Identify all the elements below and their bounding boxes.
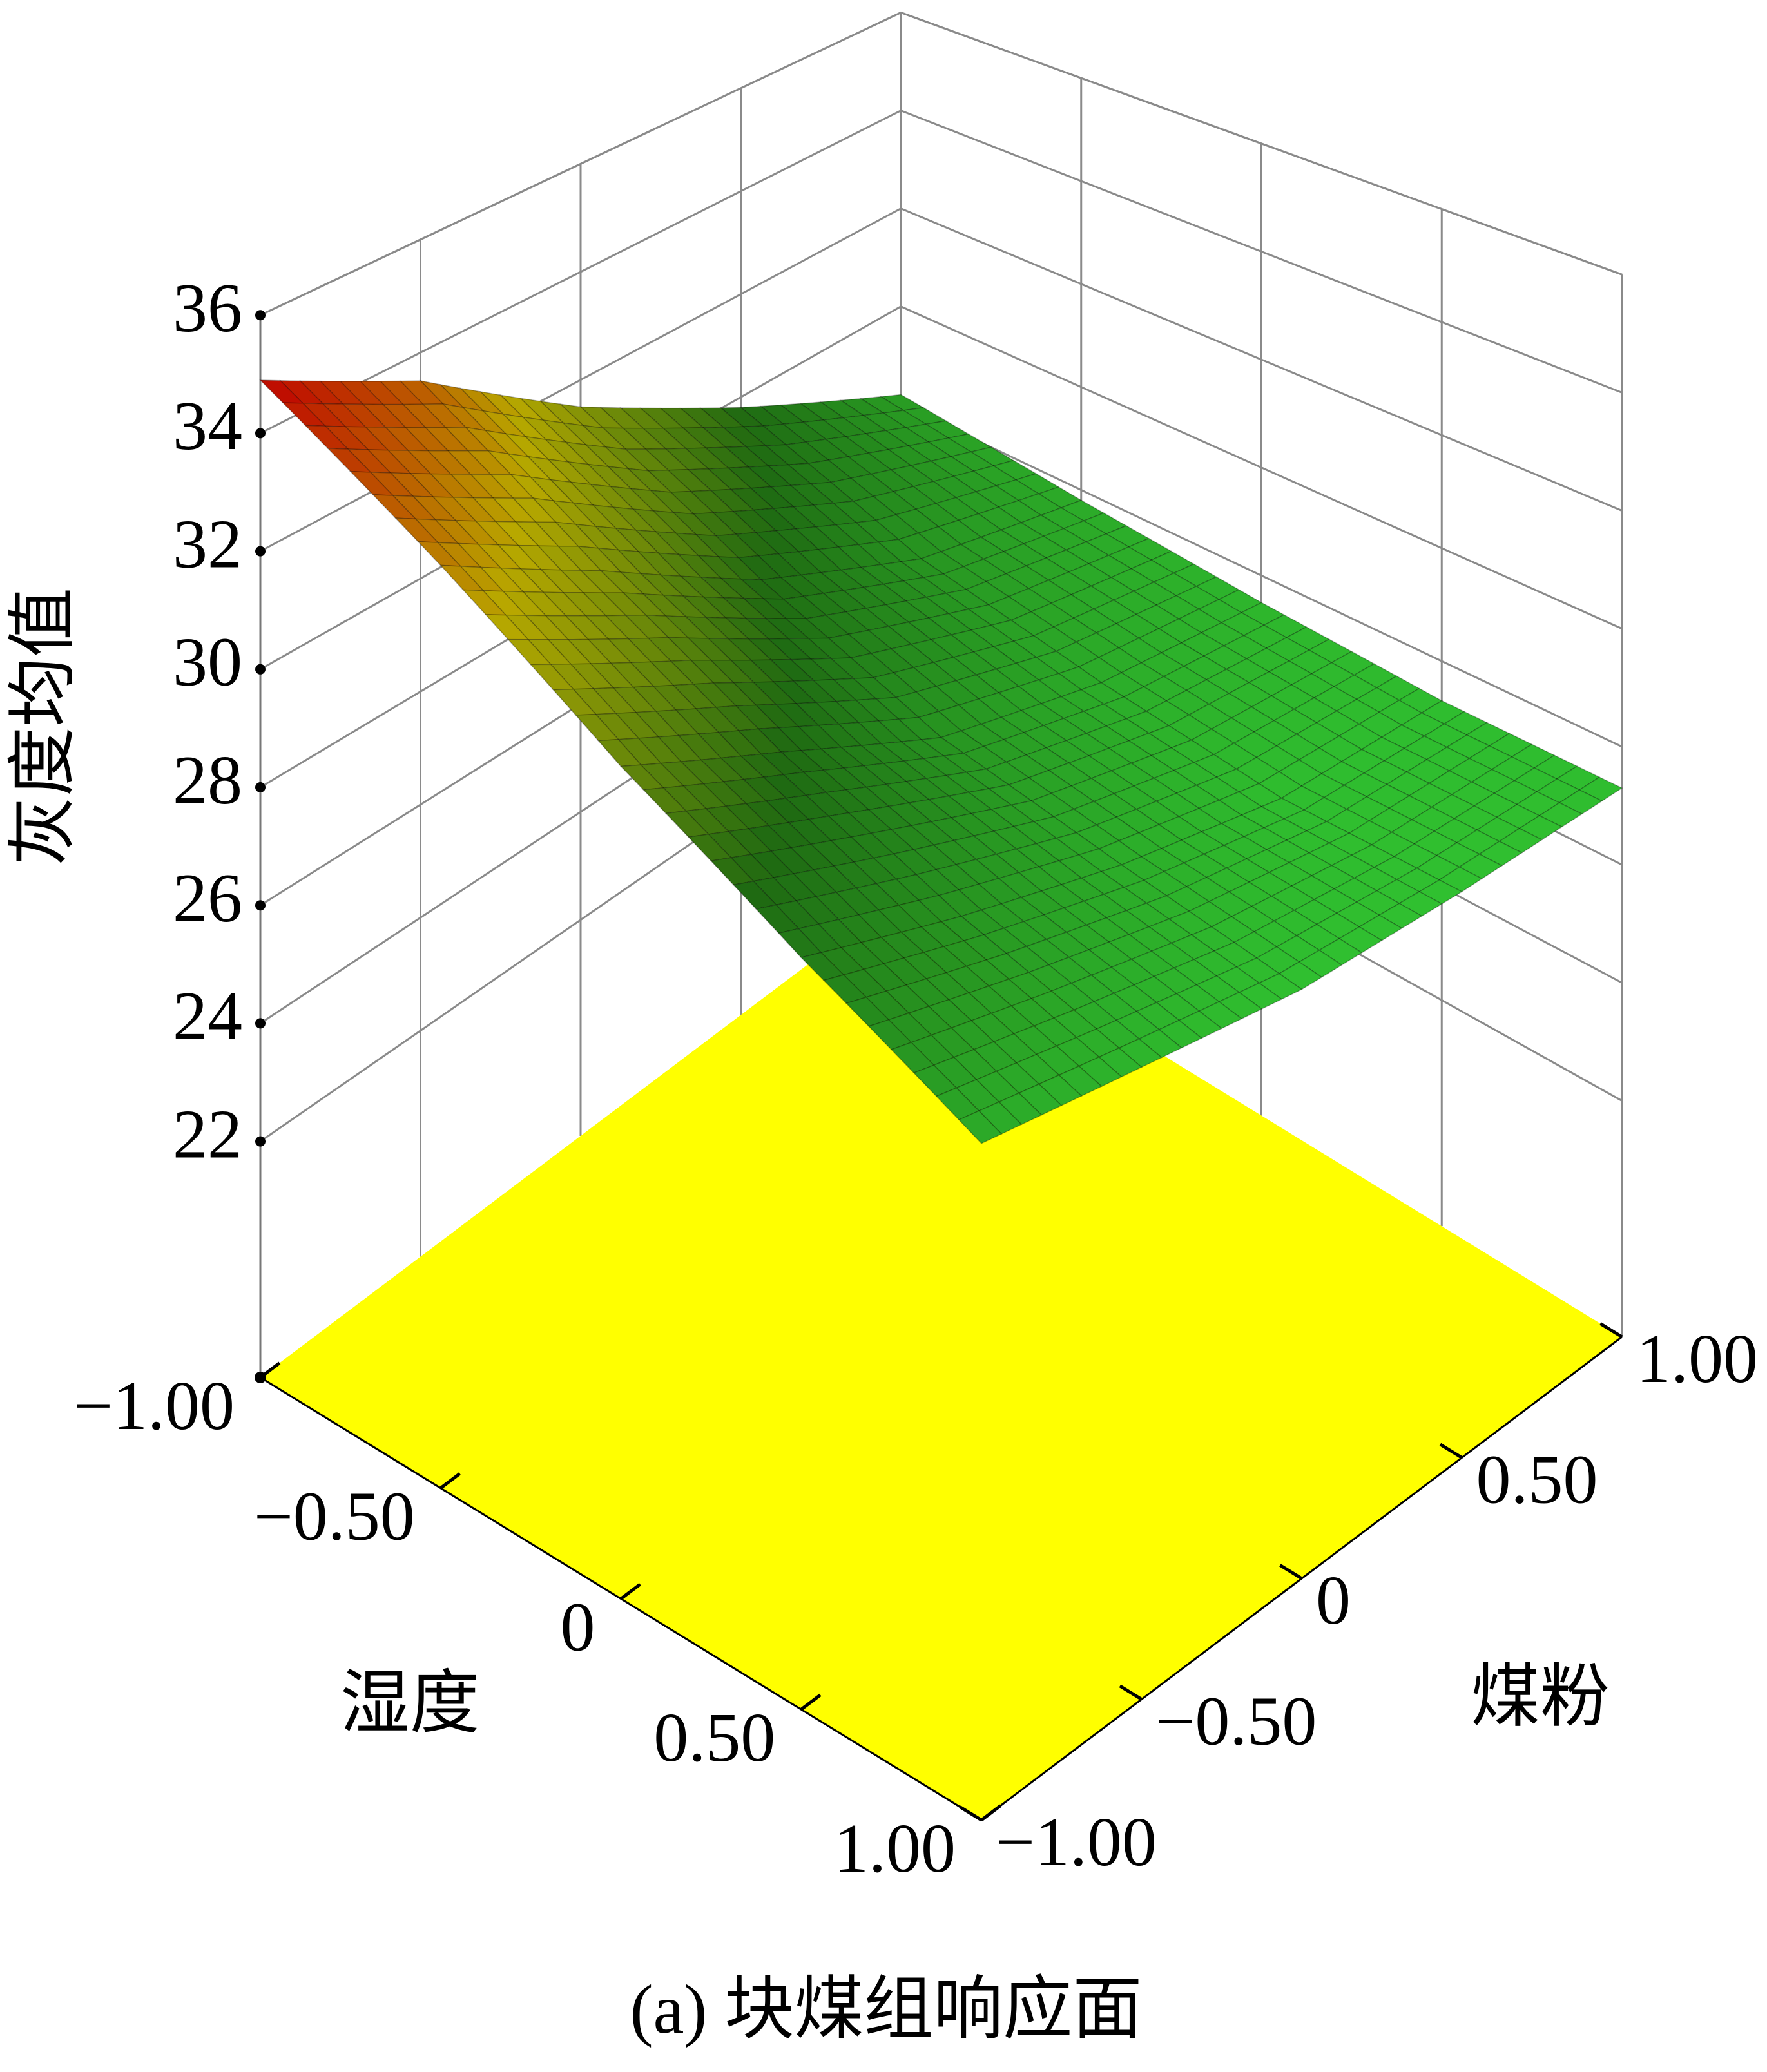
x-tick-label: 0.50 [653,1700,775,1776]
surface-patch [1118,1038,1163,1068]
surface-patch [1298,950,1343,978]
surface-patch [1238,982,1283,1010]
floor [260,894,1622,1820]
y-tick [959,1805,983,1822]
surface-patch [1178,1010,1223,1039]
caption: (a) 块煤组响应面 [630,1971,1143,2048]
z-tick [255,428,266,439]
x-axis-title: 湿度 [340,1665,479,1742]
z-tick-label: 26 [173,860,242,937]
grid-line [260,109,1623,434]
y-axis-title: 煤粉 [1471,1659,1610,1736]
y-tick-label: −0.50 [1156,1683,1317,1760]
surface-patch [1538,802,1583,828]
surface-patch [1558,789,1603,815]
z-tick-label: 32 [173,506,242,582]
surface-patch [1478,841,1523,867]
surface-patch [1418,879,1463,905]
x-tick [800,1693,822,1711]
y-tick-label: 1.00 [1636,1321,1758,1397]
x-tick-label: 1.00 [834,1810,956,1887]
x-tick-label: 0 [561,1589,595,1665]
x-tick-label: −0.50 [254,1479,415,1555]
z-tick-label: 24 [173,978,242,1055]
x-tick-label: −1.00 [73,1368,235,1444]
z-tick [255,1018,266,1029]
y-tick [1599,1322,1623,1339]
z-tick [255,664,266,675]
y-tick-label: −1.00 [996,1804,1157,1881]
surface-patch [1078,1056,1123,1088]
surface-patch [958,1110,1003,1144]
z-tick-label: 34 [173,388,242,465]
x-tick [980,1804,1002,1821]
z-tick-label: 22 [173,1096,242,1173]
surface-patch [1198,1001,1243,1030]
y-tick [1119,1684,1143,1701]
z-axis-title: 灰度均值 [5,588,82,866]
grid-line [260,11,1623,316]
surface-patch [1158,1019,1203,1049]
z-tick [255,546,266,557]
z-tick-label: 30 [173,624,242,701]
z-tick [255,900,266,911]
z-tick-label: 28 [173,742,242,819]
surface-patch [1057,1065,1103,1097]
surface-patch [1318,937,1363,966]
y-tick [1279,1564,1303,1580]
z-tick [255,782,266,792]
surface-patch [1018,1083,1063,1116]
z-tick [255,1136,266,1147]
z-tick [255,310,266,321]
z-tick-label: 36 [173,270,242,347]
wall-top [260,11,1623,316]
surface-patch [978,1101,1023,1135]
surface-patch [1258,973,1303,1000]
x-tick [439,1472,461,1490]
y-tick-label: 0.50 [1476,1441,1598,1518]
y-tick-label: 0 [1316,1562,1351,1639]
surface-patch [1098,1047,1143,1078]
x-tick [619,1583,641,1600]
y-tick [1439,1443,1463,1459]
x-tick [259,1361,281,1379]
